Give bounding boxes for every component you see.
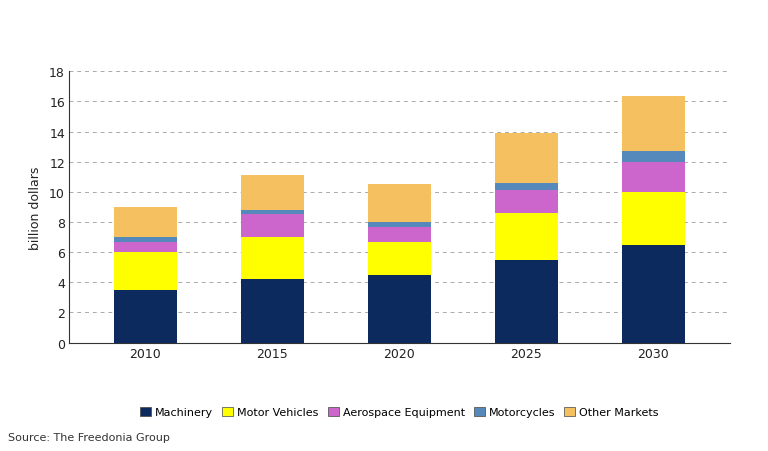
Text: Figure 4-7 | Global Plain Bearing Demand by Market, 2010 – 2030 (billion dollars: Figure 4-7 | Global Plain Bearing Demand…: [6, 19, 531, 30]
Bar: [114, 242, 177, 253]
Bar: [114, 207, 177, 238]
Bar: [368, 242, 431, 275]
Bar: [240, 176, 304, 211]
Bar: [621, 162, 685, 193]
Bar: [114, 238, 177, 242]
Text: ®: ®: [674, 56, 682, 63]
Legend: Machinery, Motor Vehicles, Aerospace Equipment, Motorcycles, Other Markets: Machinery, Motor Vehicles, Aerospace Equ…: [136, 402, 663, 422]
Bar: [368, 185, 431, 222]
Y-axis label: billion dollars: billion dollars: [29, 166, 42, 249]
Bar: [240, 238, 304, 280]
Text: Source: The Freedonia Group: Source: The Freedonia Group: [8, 432, 170, 442]
Bar: [240, 211, 304, 215]
Bar: [588, 52, 680, 78]
Text: Freedonia: Freedonia: [598, 59, 664, 72]
Bar: [495, 184, 558, 191]
Bar: [495, 134, 558, 184]
Bar: [368, 222, 431, 227]
Bar: [114, 253, 177, 290]
Bar: [621, 193, 685, 245]
Bar: [621, 245, 685, 343]
Bar: [368, 275, 431, 343]
Bar: [368, 227, 431, 242]
Bar: [114, 290, 177, 343]
Bar: [621, 152, 685, 162]
Bar: [621, 97, 685, 152]
Bar: [495, 260, 558, 343]
Bar: [495, 191, 558, 213]
Bar: [240, 215, 304, 238]
Bar: [495, 213, 558, 260]
Bar: [240, 280, 304, 343]
